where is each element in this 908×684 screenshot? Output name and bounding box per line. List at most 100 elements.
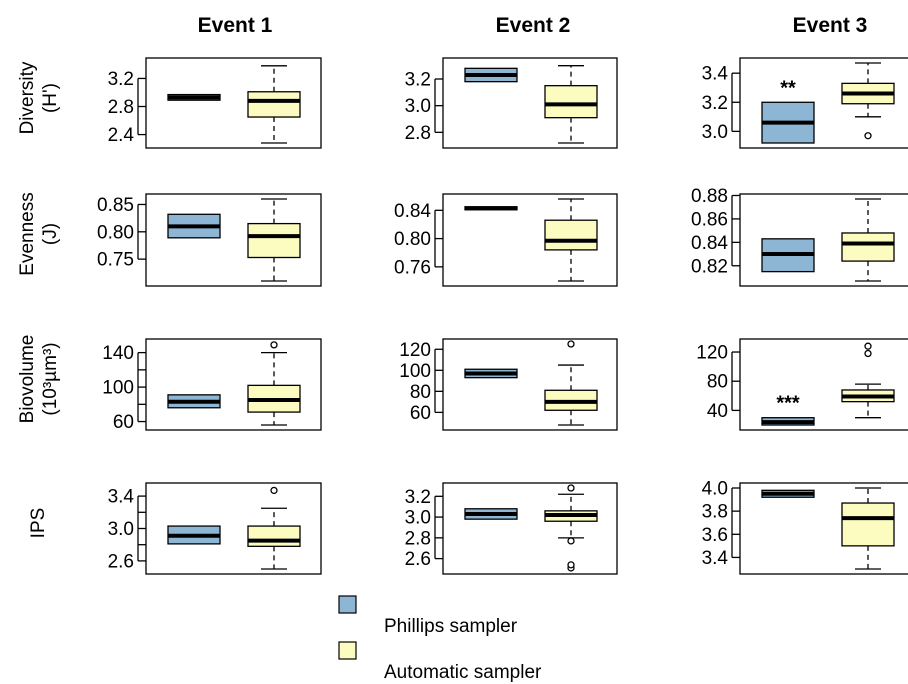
box-phillips [464,206,518,211]
y-tick-label: 3.2 [108,69,134,90]
panel-frame [739,482,908,575]
outlier-point [864,349,872,358]
y-tick-label: 3.0 [108,519,134,540]
y-tick-label: 80 [707,372,728,393]
row-label-3-line-1: Biovolume [17,335,38,424]
box-automatic [247,198,301,282]
y-tick-label: 40 [707,401,728,422]
y-tick-label: 100 [399,361,431,382]
panel-frame [739,338,908,431]
box-phillips [761,101,815,144]
row-label-3-line-2: (10³µm³) [40,342,61,415]
legend-swatch [338,595,357,614]
box-phillips [761,417,815,426]
y-tick-label: 3.4 [702,64,729,85]
panel-row-3-col-1: 60 100 140 [102,338,322,433]
box-phillips [167,213,221,239]
y-tick-label: 0.84 [394,201,431,222]
box-automatic [247,65,301,144]
panel-row-4-col-2: 2.62.83.03.2 [405,482,618,575]
y-tick-label: 0.85 [97,195,134,216]
y-tick-label: 3.8 [702,502,728,523]
panel-frame [442,57,618,149]
significance-label: *** [776,393,800,415]
legend: Phillips sampler Automatic sampler [338,595,542,683]
box-phillips [464,368,518,379]
y-tick-label: 3.4 [702,548,729,569]
outlier-point [270,341,278,349]
y-tick-label: 80 [410,382,431,403]
box-body [841,232,895,262]
panel-frame [739,57,908,149]
box-automatic [841,62,895,140]
column-title-event-3: Event 3 [793,14,868,37]
panel-row-2-col-3: 0.820.84 0.860.88 [691,186,908,287]
box-phillips [761,489,815,498]
box-body [544,85,598,119]
box-automatic [841,487,895,570]
y-tick-label: 0.80 [394,229,431,250]
outlier-point [864,132,872,140]
y-tick-label: 0.82 [691,256,728,277]
panel-row-3-col-3: 40 80 120 *** [696,338,908,431]
y-tick-label: 0.75 [97,250,134,271]
box-phillips [167,394,221,409]
row-label-1-line-2: (H') [40,83,61,113]
y-tick-label: 2.8 [405,528,431,549]
outlier-point [567,561,575,569]
box-automatic [544,484,598,572]
panel-frame [442,338,618,431]
y-tick-label: 2.6 [405,549,431,570]
row-labels: Diversity (H') Evenness (J) Biovolume (10³µm³… [17,61,61,538]
box-body [544,219,598,251]
y-tick-label: 120 [696,343,728,364]
y-tick-label: 2.8 [405,123,431,144]
panel-frame [145,338,322,431]
y-tick-label: 120 [399,340,431,361]
panel-row-2-col-2: 0.76 0.80 0.84 [394,193,618,287]
y-tick-label: 3.2 [702,93,728,114]
box-phillips [167,525,221,545]
panel-row-1-col-1: 2.4 2.8 3.2 [108,57,322,149]
box-automatic [247,486,301,570]
box-phillips [464,67,518,83]
box-automatic [544,340,598,426]
y-tick-label: 4.0 [702,479,728,500]
outlier-point [567,340,575,348]
legend-item-2: Automatic sampler [338,641,542,683]
outlier-point [567,537,575,545]
outlier-point [567,484,575,492]
legend-swatch [338,641,357,660]
box-phillips [761,238,815,273]
panel-frame [145,57,322,149]
y-tick-label: 100 [102,378,134,399]
panel-frame [145,193,322,287]
box-automatic [247,341,301,426]
y-tick-label: 60 [410,403,431,424]
panel-frame [739,193,908,287]
column-titles: Event 1 Event 2 Event 3 [198,14,868,37]
panel-frame [442,193,618,287]
panels: 2.42.83.22.83.03.23.03.23.4**0.750.800.8… [97,57,908,575]
y-tick-label: 0.86 [691,209,728,230]
box-automatic [544,198,598,282]
box-body [247,91,301,118]
column-title-event-1: Event 1 [198,14,273,37]
y-tick-label: 0.88 [691,186,728,207]
y-tick-label: 140 [102,343,134,364]
y-tick-label: 0.80 [97,222,134,243]
y-tick-label: 60 [113,412,134,433]
y-tick-label: 2.4 [108,125,135,146]
legend-label: Automatic sampler [384,662,542,683]
legend-item-1: Phillips sampler [338,595,518,637]
box-automatic [544,65,598,144]
box-automatic [841,342,895,419]
y-tick-label: 0.84 [691,233,728,254]
box-phillips [464,508,518,520]
panel-frame [442,482,618,575]
row-label-4-line-1: IPS [28,508,49,539]
row-label-2-line-1: Evenness [17,192,38,275]
y-tick-label: 2.6 [108,551,134,572]
